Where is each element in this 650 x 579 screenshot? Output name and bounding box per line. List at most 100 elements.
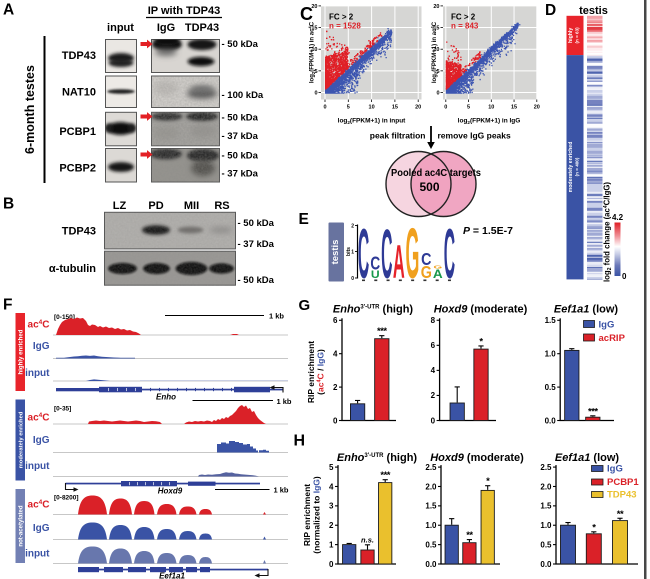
svg-text:1.5: 1.5 xyxy=(425,502,437,511)
svg-text:4: 4 xyxy=(329,482,334,491)
svg-text:Eef1a1 (low): Eef1a1 (low) xyxy=(554,304,619,316)
svg-text:log2(FPKM+1) in input: log2(FPKM+1) in input xyxy=(338,118,407,126)
svg-text:15: 15 xyxy=(511,105,517,111)
svg-text:0: 0 xyxy=(436,91,439,97)
svg-text:**: ** xyxy=(466,530,473,541)
svg-text:PCBP1: PCBP1 xyxy=(59,126,96,138)
svg-text:highly enriched: highly enriched xyxy=(17,329,24,374)
svg-text:0: 0 xyxy=(351,276,354,282)
svg-text:PCBP2: PCBP2 xyxy=(59,163,96,175)
svg-text:highly: highly xyxy=(568,28,574,43)
svg-text:A: A xyxy=(3,2,14,19)
svg-text:α-tubulin: α-tubulin xyxy=(49,263,96,275)
svg-text:Eef1a1: Eef1a1 xyxy=(159,572,185,579)
svg-text:input: input xyxy=(107,22,134,34)
svg-text:U: U xyxy=(371,269,380,280)
svg-text:- 50 kDa: - 50 kDa xyxy=(222,39,259,50)
svg-text:B: B xyxy=(3,196,14,213)
svg-text:(ac4C / IgG): (ac4C / IgG) xyxy=(316,349,326,395)
svg-text:500: 500 xyxy=(419,180,439,194)
svg-text:log2(FPKM+1) in IgG: log2(FPKM+1) in IgG xyxy=(458,118,521,126)
svg-text:0.0: 0.0 xyxy=(425,560,437,569)
svg-text:- 37 kDa: - 37 kDa xyxy=(238,239,275,250)
svg-text:C: C xyxy=(300,4,313,24)
svg-text:IgG: IgG xyxy=(607,464,623,475)
svg-text:2.5: 2.5 xyxy=(540,463,552,472)
svg-text:2: 2 xyxy=(329,521,334,530)
svg-text:0: 0 xyxy=(333,416,338,425)
svg-text:2.5: 2.5 xyxy=(425,463,437,472)
svg-text:IP with TDP43: IP with TDP43 xyxy=(148,5,221,17)
svg-text:RIP enrichment: RIP enrichment xyxy=(302,484,312,546)
svg-text:1.0: 1.0 xyxy=(540,521,552,530)
svg-text:Pooled ac4C targets: Pooled ac4C targets xyxy=(391,167,481,179)
svg-text:(n = 400): (n = 400) xyxy=(575,157,580,176)
svg-text:15: 15 xyxy=(311,26,317,32)
svg-text:G: G xyxy=(421,263,432,283)
svg-text:- 50 kDa: - 50 kDa xyxy=(238,218,275,229)
svg-text:1: 1 xyxy=(329,540,334,549)
svg-text:15: 15 xyxy=(392,105,398,111)
svg-text:*: * xyxy=(479,336,483,347)
svg-text:- 37 kDa: - 37 kDa xyxy=(222,131,259,142)
svg-text:0.5: 0.5 xyxy=(540,540,552,549)
svg-text:C: C xyxy=(444,215,455,294)
svg-text:1.5: 1.5 xyxy=(540,502,552,511)
svg-text:Hoxd9: Hoxd9 xyxy=(158,487,183,496)
svg-text:4: 4 xyxy=(431,366,436,375)
svg-text:n = 843: n = 843 xyxy=(451,22,479,31)
svg-text:***: *** xyxy=(377,326,387,337)
svg-text:D: D xyxy=(545,2,556,19)
svg-text:4.2: 4.2 xyxy=(612,213,624,222)
svg-text:- 100 kDa: - 100 kDa xyxy=(222,90,264,101)
svg-text:testis: testis xyxy=(330,240,341,265)
svg-text:IgG: IgG xyxy=(33,523,50,534)
svg-text:5: 5 xyxy=(329,463,334,472)
svg-text:log2(FPKM+1) in ac4C: log2(FPKM+1) in ac4C xyxy=(307,21,316,83)
svg-text:LZ: LZ xyxy=(113,200,127,212)
svg-text:0.5: 0.5 xyxy=(545,383,557,392)
svg-text:Hoxd9 (moderate): Hoxd9 (moderate) xyxy=(430,452,524,464)
svg-text:C: C xyxy=(421,251,431,270)
svg-text:20: 20 xyxy=(534,105,540,111)
svg-text:C: C xyxy=(370,253,380,274)
svg-text:IgG: IgG xyxy=(599,320,615,331)
svg-text:TDP43: TDP43 xyxy=(62,50,96,62)
svg-text:log2(FPKM+1) in ac4C: log2(FPKM+1) in ac4C xyxy=(430,21,439,83)
svg-text:Enho: Enho xyxy=(156,393,176,402)
svg-text:ac4C: ac4C xyxy=(28,412,50,424)
svg-text:input: input xyxy=(25,549,50,560)
svg-text:0.0: 0.0 xyxy=(540,560,552,569)
svg-text:3: 3 xyxy=(329,502,334,511)
svg-text:IgG: IgG xyxy=(33,341,50,352)
svg-text:not-acetylated: not-acetylated xyxy=(17,505,24,547)
svg-text:ac4C: ac4C xyxy=(28,319,50,331)
svg-text:FC > 2: FC > 2 xyxy=(329,13,354,22)
svg-text:A: A xyxy=(393,237,405,289)
svg-text:8: 8 xyxy=(431,316,436,325)
svg-text:1: 1 xyxy=(351,249,354,255)
svg-text:0: 0 xyxy=(323,105,326,111)
svg-text:- 50 kDa: - 50 kDa xyxy=(238,275,275,286)
svg-text:20: 20 xyxy=(415,105,421,111)
svg-text:2: 2 xyxy=(333,383,338,392)
svg-text:G: G xyxy=(406,215,420,295)
svg-text:4: 4 xyxy=(333,350,338,359)
svg-text:moderately enriched: moderately enriched xyxy=(568,142,574,193)
svg-text:6-month testes: 6-month testes xyxy=(23,65,37,154)
svg-text:*: * xyxy=(592,522,596,533)
svg-text:0: 0 xyxy=(314,91,317,97)
svg-text:log2 fold change (ac4C/IgG): log2 fold change (ac4C/IgG) xyxy=(603,182,614,282)
svg-text:0: 0 xyxy=(431,416,436,425)
svg-text:10: 10 xyxy=(369,105,375,111)
svg-text:1 kb: 1 kb xyxy=(274,486,289,495)
svg-text:n = 1528: n = 1528 xyxy=(329,22,361,31)
svg-text:1.0: 1.0 xyxy=(545,350,557,359)
svg-text:(normalized to IgG): (normalized to IgG) xyxy=(312,476,322,554)
svg-text:0.5: 0.5 xyxy=(425,540,437,549)
svg-text:remove IgG peaks: remove IgG peaks xyxy=(438,131,512,141)
svg-text:FC > 2: FC > 2 xyxy=(451,13,476,22)
svg-text:5: 5 xyxy=(314,69,317,75)
svg-text:1 kb: 1 kb xyxy=(269,312,284,321)
svg-text:- 50 kDa: - 50 kDa xyxy=(222,151,259,162)
